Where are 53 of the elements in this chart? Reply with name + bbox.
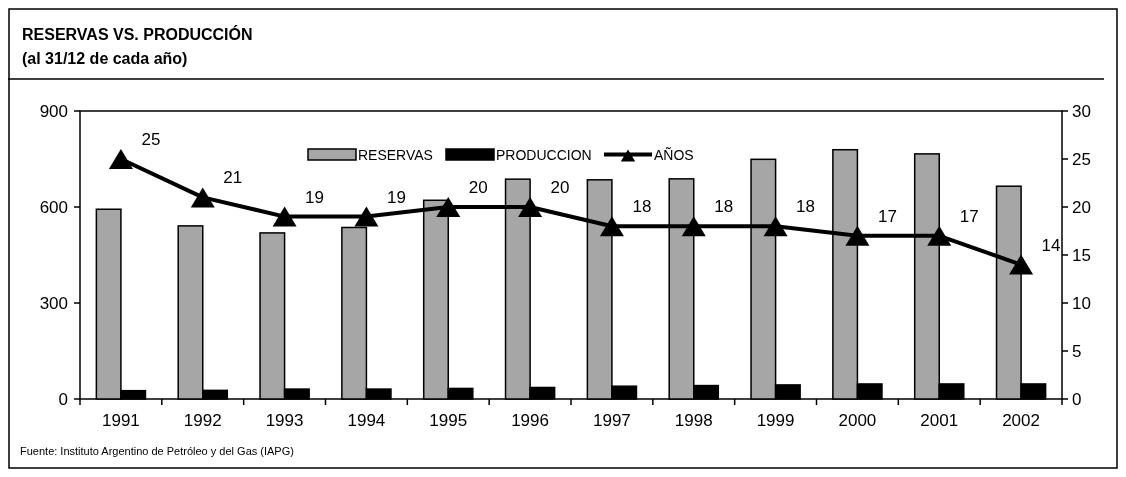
data-label: 18	[632, 197, 652, 217]
x-tick-label: 1994	[347, 411, 386, 430]
data-label: 20	[468, 178, 488, 197]
point	[436, 197, 461, 217]
data-label: 17	[877, 206, 897, 226]
y2-tick-label: 25	[1072, 150, 1091, 169]
legend-label: AÑOS	[654, 147, 694, 163]
data-label: 19	[305, 187, 325, 207]
y-tick-label: 900	[39, 102, 68, 121]
data-label: 18	[714, 197, 734, 217]
point	[190, 187, 215, 208]
data-label: 18	[796, 197, 816, 217]
point	[599, 216, 624, 237]
x-tick-label: 1999	[756, 411, 795, 430]
x-tick-label: 2000	[838, 411, 877, 430]
data-label: 21	[223, 168, 243, 188]
data-label: 20	[550, 178, 570, 197]
source-note: Fuente: Instituto Argentino de Petróleo y del Gas (IAPG)	[20, 445, 294, 457]
y-tick-label: 0	[58, 390, 68, 409]
point	[1009, 254, 1034, 275]
x-tick-label: 1997	[593, 411, 631, 430]
legend-label: PRODUCCION	[496, 147, 592, 163]
point	[845, 225, 870, 246]
x-tick-label: 1995	[429, 411, 468, 430]
point	[681, 216, 706, 237]
data-label: 14	[1041, 235, 1061, 255]
point	[354, 206, 379, 227]
data-label: 19	[386, 187, 406, 207]
data-label: 17	[959, 206, 979, 226]
chart-title: RESERVAS VS. PRODUCCIÓN	[22, 25, 253, 43]
x-tick-label: 1996	[511, 411, 549, 430]
chart-subtitle: (al 31/12 de cada año)	[22, 50, 188, 67]
point	[763, 216, 788, 237]
x-tick-label: 1991	[102, 411, 140, 430]
point	[927, 225, 952, 246]
y2-tick-label: 15	[1072, 246, 1091, 265]
point	[518, 197, 543, 217]
x-tick-label: 2002	[1002, 411, 1040, 430]
y-tick-label: 600	[39, 198, 68, 217]
point	[108, 149, 133, 169]
y2-tick-label: 0	[1072, 390, 1082, 409]
y2-tick-label: 5	[1072, 342, 1082, 361]
legend-label: RESERVAS	[358, 147, 433, 163]
x-tick-label: 1992	[183, 411, 222, 430]
x-tick-label: 2001	[920, 411, 959, 430]
x-tick-label: 1993	[265, 411, 304, 430]
y2-tick-label: 10	[1072, 294, 1091, 313]
point	[272, 206, 297, 227]
y2-tick-label: 20	[1072, 198, 1091, 217]
data-label: 25	[141, 130, 161, 149]
x-tick-label: 1998	[674, 411, 713, 430]
y2-tick-label: 30	[1072, 102, 1091, 121]
y-tick-label: 300	[39, 294, 68, 313]
